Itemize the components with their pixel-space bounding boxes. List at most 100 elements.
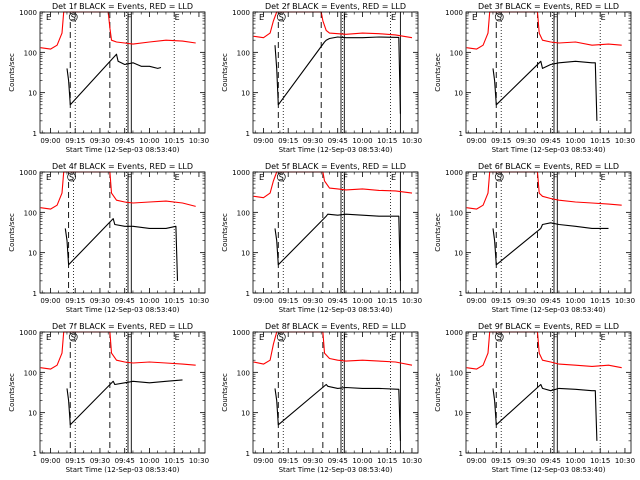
marker-label: F (343, 333, 348, 342)
marker-label: E (391, 333, 396, 342)
marker-label: F (343, 13, 348, 22)
y-tick-label: 1 (459, 450, 463, 458)
marker-label: S (279, 13, 284, 22)
x-tick-label: 10:00 (139, 457, 159, 465)
marker-label: S (71, 333, 76, 342)
series-line-events (492, 222, 609, 266)
x-tick-label: 09:30 (516, 457, 536, 465)
x-tick-label: 10:30 (402, 137, 422, 145)
marker-label: E (259, 173, 264, 182)
x-tick-label: 10:30 (189, 297, 209, 305)
x-axis-label: Start Time (12-Sep-03 08:53:40) (66, 466, 180, 474)
y-tick-label: 1000 (232, 9, 250, 17)
chart-title: Det 3f BLACK = Events, RED = LLD (478, 2, 619, 11)
x-tick-label: 09:45 (328, 137, 348, 145)
x-tick-label: 09:15 (491, 137, 511, 145)
y-tick-label: 10 (28, 90, 37, 98)
chart-title: Det 2f BLACK = Events, RED = LLD (265, 2, 406, 11)
marker-label: E (391, 173, 396, 182)
x-axis-label: Start Time (12-Sep-03 08:53:40) (492, 146, 606, 154)
x-tick-label: 09:00 (253, 137, 273, 145)
y-tick-label: 100 (450, 369, 463, 377)
x-tick-label: 09:45 (115, 457, 135, 465)
series-line-events (492, 383, 598, 441)
x-tick-label: 09:30 (516, 137, 536, 145)
x-tick-label: 09:45 (115, 137, 135, 145)
series-line-lld (253, 331, 413, 366)
y-tick-label: 1 (459, 290, 463, 298)
y-axis-label: Counts/sec (434, 373, 442, 412)
x-tick-label: 10:00 (352, 137, 372, 145)
x-tick-label: 09:15 (491, 457, 511, 465)
marker-label: S (497, 333, 502, 342)
series-line-lld (40, 171, 196, 210)
marker-label: E (472, 13, 477, 22)
x-axis-label: Start Time (12-Sep-03 08:53:40) (279, 466, 393, 474)
marker-label: E (259, 333, 264, 342)
marker-label: S (279, 333, 284, 342)
x-tick-label: 10:00 (565, 137, 585, 145)
x-tick-label: 09:00 (40, 297, 60, 305)
marker-label: S (279, 173, 284, 182)
x-tick-label: 09:15 (65, 137, 85, 145)
x-tick-label: 10:15 (164, 297, 184, 305)
x-tick-label: 10:30 (189, 137, 209, 145)
y-axis-label: Counts/sec (434, 213, 442, 252)
x-tick-label: 10:00 (352, 457, 372, 465)
x-tick-label: 09:30 (90, 297, 110, 305)
x-axis-label: Start Time (12-Sep-03 08:53:40) (492, 466, 606, 474)
x-tick-label: 09:45 (115, 297, 135, 305)
x-tick-label: 10:30 (615, 457, 635, 465)
y-tick-label: 10 (28, 250, 37, 258)
x-tick-label: 09:00 (40, 457, 60, 465)
x-tick-label: 09:15 (278, 297, 298, 305)
x-axis-label: Start Time (12-Sep-03 08:53:40) (279, 146, 393, 154)
y-tick-label: 10 (241, 250, 250, 258)
series-line-events (274, 213, 401, 281)
marker-label: E (391, 13, 396, 22)
series-line-lld (466, 171, 622, 210)
y-tick-label: 10 (454, 250, 463, 258)
y-axis-label: Counts/sec (8, 373, 16, 412)
x-tick-label: 10:30 (615, 297, 635, 305)
plot-frame (252, 171, 419, 294)
x-tick-label: 09:30 (90, 137, 110, 145)
x-tick-label: 10:15 (164, 137, 184, 145)
x-tick-label: 09:45 (541, 297, 561, 305)
marker-label: E (601, 333, 606, 342)
marker-label: F (343, 173, 348, 182)
x-tick-label: 09:45 (328, 457, 348, 465)
plot-frame (252, 331, 419, 454)
series-line-lld (40, 11, 196, 50)
plot-frame (39, 11, 206, 134)
y-tick-label: 1000 (445, 169, 463, 177)
x-tick-label: 10:00 (139, 137, 159, 145)
x-tick-label: 10:30 (402, 297, 422, 305)
marker-label: F (553, 173, 558, 182)
plot-frame (252, 11, 419, 134)
x-tick-label: 09:30 (303, 137, 323, 145)
marker-label: E (175, 333, 180, 342)
y-tick-label: 1000 (19, 169, 37, 177)
marker-label: E (46, 13, 51, 22)
chart-title: Det 8f BLACK = Events, RED = LLD (265, 322, 406, 331)
x-tick-label: 10:15 (377, 297, 397, 305)
marker-label: E (472, 173, 477, 182)
series-line-lld (253, 171, 413, 199)
y-tick-label: 100 (24, 369, 37, 377)
y-axis-label: Counts/sec (221, 373, 229, 412)
y-tick-label: 1 (33, 450, 37, 458)
chart-title: Det 7f BLACK = Events, RED = LLD (52, 322, 193, 331)
marker-label: E (601, 173, 606, 182)
marker-label: F (127, 13, 132, 22)
y-axis-label: Counts/sec (221, 53, 229, 92)
y-tick-label: 1 (459, 130, 463, 138)
chart-title: Det 6f BLACK = Events, RED = LLD (478, 162, 619, 171)
x-tick-label: 09:00 (466, 137, 486, 145)
x-tick-label: 09:15 (278, 457, 298, 465)
x-tick-label: 09:45 (328, 297, 348, 305)
